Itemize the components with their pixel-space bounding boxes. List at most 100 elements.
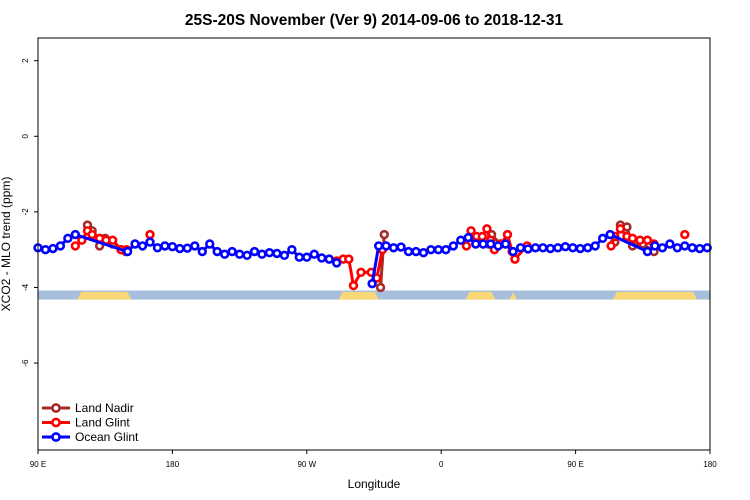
- data-point: [680, 241, 690, 251]
- data-point: [510, 254, 520, 264]
- data-point: [650, 241, 660, 251]
- data-point: [70, 229, 81, 240]
- land-band-segment: [612, 291, 697, 300]
- data-point: [367, 278, 377, 289]
- data-point: [331, 258, 342, 268]
- data-point: [471, 239, 481, 249]
- land-band-segment: [77, 291, 132, 300]
- data-point: [122, 246, 133, 257]
- data-point: [433, 244, 444, 255]
- x-tick-label: 90 W: [297, 460, 316, 469]
- y-tick-label: 0: [21, 134, 30, 139]
- data-point: [205, 239, 215, 249]
- data-point: [493, 241, 503, 251]
- data-point: [190, 241, 200, 251]
- data-point: [477, 231, 487, 242]
- data-point: [485, 239, 496, 249]
- data-point: [388, 243, 399, 253]
- data-point: [160, 241, 170, 251]
- data-point: [324, 254, 334, 264]
- y-tick-label: -4: [21, 283, 30, 291]
- data-point: [182, 243, 193, 253]
- data-point: [219, 249, 230, 259]
- data-point: [411, 246, 421, 257]
- data-point: [279, 250, 290, 261]
- legend-item: Land Glint: [42, 416, 130, 430]
- data-point: [175, 243, 185, 254]
- data-point: [317, 253, 327, 263]
- data-point: [482, 224, 492, 234]
- data-point: [396, 242, 406, 252]
- data-point: [145, 229, 155, 240]
- legend-label: Ocean Glint: [75, 430, 139, 444]
- data-point: [55, 241, 66, 251]
- data-point: [530, 243, 541, 253]
- data-point: [212, 246, 222, 257]
- data-point: [695, 243, 705, 254]
- data-point: [167, 241, 178, 252]
- data-point: [137, 241, 148, 251]
- data-point: [257, 249, 267, 259]
- legend-marker: [51, 432, 61, 442]
- data-point: [379, 229, 389, 240]
- data-point: [635, 235, 645, 245]
- y-tick-label: 2: [21, 58, 30, 63]
- data-point: [356, 267, 366, 278]
- data-point: [63, 233, 73, 244]
- data-point: [502, 229, 513, 240]
- data-point: [309, 249, 319, 259]
- chart-title: 25S-20S November (Ver 9) 2014-09-06 to 2…: [185, 12, 564, 29]
- x-tick-label: 90 E: [30, 460, 46, 469]
- data-point: [234, 249, 245, 259]
- data-point: [70, 241, 81, 251]
- data-point: [665, 239, 675, 249]
- data-point: [627, 233, 638, 244]
- data-point: [568, 243, 578, 253]
- data-point: [145, 237, 155, 247]
- data-point: [500, 239, 511, 249]
- data-point: [456, 235, 466, 245]
- data-point: [583, 243, 593, 253]
- x-tick-label: 0: [439, 460, 444, 469]
- data-point: [553, 243, 563, 253]
- data-point: [597, 233, 608, 244]
- data-point: [272, 248, 282, 259]
- data-point: [40, 244, 51, 255]
- data-point: [642, 246, 653, 257]
- data-point: [426, 244, 436, 255]
- data-point: [287, 244, 297, 255]
- legend-item: Ocean Glint: [42, 430, 139, 444]
- data-point: [560, 241, 571, 252]
- data-point: [294, 252, 305, 262]
- data-point: [130, 239, 140, 249]
- data-point: [508, 246, 518, 257]
- data-point: [107, 235, 118, 245]
- data-point: [403, 246, 414, 257]
- x-tick-label: 90 E: [567, 460, 583, 469]
- data-point: [672, 243, 683, 253]
- data-point: [615, 224, 626, 234]
- y-axis: 2 0 -2 -4 -6: [21, 58, 38, 367]
- land-band-segment: [465, 291, 496, 300]
- data-point: [344, 254, 354, 264]
- data-point: [463, 232, 473, 243]
- data-point: [227, 246, 237, 257]
- data-point: [197, 246, 207, 257]
- data-point: [418, 247, 429, 258]
- data-point: [538, 243, 548, 253]
- data-point: [152, 243, 163, 253]
- x-axis: 90 E 180 90 W 0 90 E 180: [30, 450, 717, 469]
- data-point: [478, 239, 488, 249]
- legend-marker: [51, 403, 61, 413]
- y-tick-label: -2: [21, 208, 30, 216]
- data-point: [606, 241, 616, 251]
- series-ocean-glint: [33, 229, 712, 289]
- data-point: [373, 241, 384, 251]
- data-point: [441, 244, 451, 255]
- data-point: [448, 241, 459, 251]
- plot-frame: [37, 37, 711, 451]
- data-point: [87, 229, 97, 240]
- surface-band: [38, 290, 710, 300]
